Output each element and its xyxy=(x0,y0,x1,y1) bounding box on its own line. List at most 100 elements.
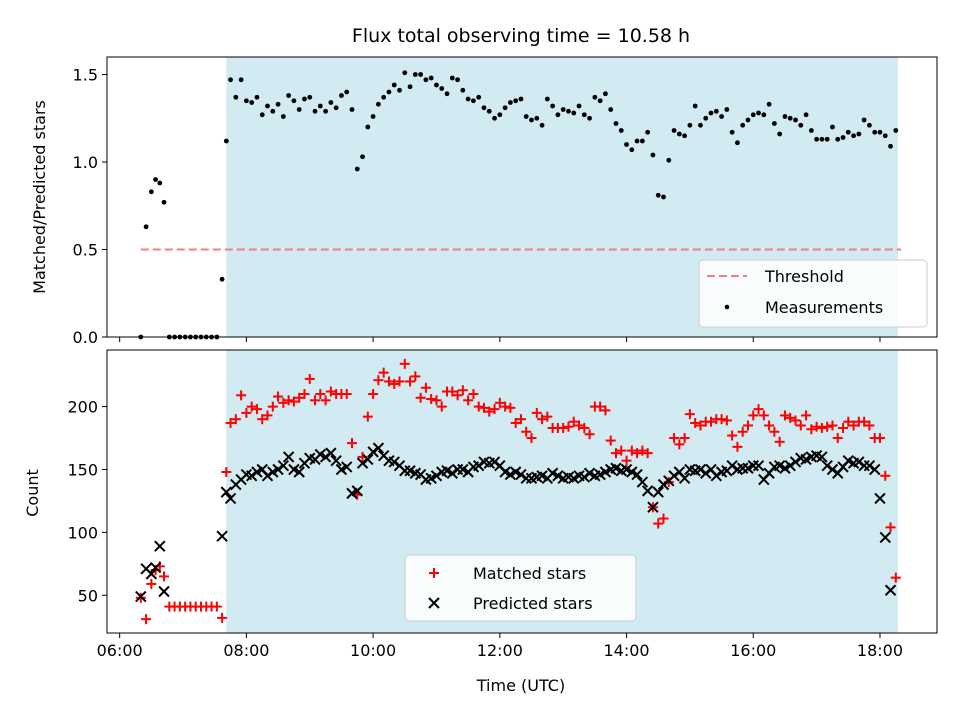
measurement-point xyxy=(877,129,883,135)
measurement-point xyxy=(507,100,513,105)
measurement-point xyxy=(581,112,587,118)
measurement-point xyxy=(434,82,439,88)
predicted-star-point xyxy=(367,446,379,458)
measurement-point xyxy=(544,96,550,102)
measurement-point xyxy=(608,107,614,112)
measurement-point xyxy=(576,103,582,109)
measurement-point xyxy=(328,100,334,105)
bottom-ytick-label: 100 xyxy=(67,523,98,542)
matched-star-point xyxy=(600,405,611,416)
measurement-point xyxy=(333,105,339,111)
matched-star-point xyxy=(515,414,526,425)
measurement-points xyxy=(138,70,899,340)
legend-predicted-swatch xyxy=(428,597,440,609)
legend-measurements-label: Measurements xyxy=(765,298,883,317)
matched-star-point xyxy=(368,389,379,400)
matched-star-point xyxy=(221,467,232,478)
measurement-point xyxy=(756,110,761,116)
matched-star-point xyxy=(273,391,284,402)
matched-star-point xyxy=(610,448,621,459)
measurement-point xyxy=(344,89,350,95)
measurement-point xyxy=(291,98,297,104)
measurement-point xyxy=(740,122,746,128)
legend-matched-label: Matched stars xyxy=(473,564,586,583)
measurement-point xyxy=(703,115,709,121)
measurement-point xyxy=(354,166,360,172)
measurement-point xyxy=(476,94,482,100)
measurement-point xyxy=(824,136,830,142)
matched-star-point xyxy=(320,395,331,406)
measurement-point xyxy=(893,128,899,133)
bottom-legend: Matched stars Predicted stars xyxy=(404,554,637,622)
matched-star-point xyxy=(415,392,426,403)
measurement-point xyxy=(639,138,645,144)
matched-star-point xyxy=(420,382,431,393)
measurement-point xyxy=(793,117,798,123)
measurement-point xyxy=(872,129,878,135)
measurement-point xyxy=(518,96,524,102)
measurement-point xyxy=(428,75,434,81)
bottom-axes-frame xyxy=(106,349,938,634)
matched-star-point xyxy=(452,390,463,401)
measurement-point xyxy=(381,94,387,100)
measurement-point xyxy=(523,114,529,119)
predicted-star-point xyxy=(145,568,158,580)
predicted-star-point xyxy=(319,451,332,463)
predicted-star-point xyxy=(652,486,664,498)
matched-star-point xyxy=(267,401,278,412)
measurement-point xyxy=(228,77,233,83)
measurement-point xyxy=(867,122,872,128)
measurement-point xyxy=(819,136,825,142)
predicted-star-point xyxy=(277,460,290,472)
matched-star-point xyxy=(468,389,479,400)
measurement-point xyxy=(286,93,292,98)
matched-star-point xyxy=(262,410,273,421)
predicted-star-point xyxy=(446,467,459,479)
measurement-point xyxy=(492,115,497,121)
matched-star-point xyxy=(341,389,352,400)
predicted-star-point xyxy=(330,454,342,467)
chart-title: Flux total observing time = 10.58 h xyxy=(352,25,690,47)
matched-star-point xyxy=(431,395,442,406)
matched-star-point xyxy=(790,415,801,426)
matched-star-point xyxy=(389,378,400,389)
legend-threshold-label: Threshold xyxy=(764,267,844,286)
matched-star-point xyxy=(658,513,669,524)
matched-star-point xyxy=(727,430,738,441)
measurement-point xyxy=(143,224,149,230)
matched-star-point xyxy=(304,373,315,384)
matched-star-point xyxy=(874,433,885,444)
measurement-point xyxy=(761,112,767,118)
measurement-point xyxy=(814,136,820,142)
measurement-point xyxy=(708,110,714,116)
matched-star-point xyxy=(236,390,247,401)
matched-star-point xyxy=(832,433,843,444)
measurement-point xyxy=(830,124,835,130)
bottom-ytick-label: 150 xyxy=(67,460,98,479)
matched-star-point xyxy=(695,420,706,431)
matched-star-point xyxy=(257,414,268,425)
matched-star-point xyxy=(457,385,468,396)
predicted-star-point xyxy=(789,456,802,468)
matched-star-point xyxy=(690,417,701,428)
matched-star-point xyxy=(484,406,495,417)
matched-star-point xyxy=(288,396,299,407)
measurement-point xyxy=(534,115,540,121)
xtick-label: 14:00 xyxy=(603,641,649,660)
legend-matched-swatch xyxy=(429,568,439,578)
measurement-point xyxy=(597,98,603,104)
measurement-point xyxy=(157,180,163,186)
predicted-star-point xyxy=(636,476,649,488)
matched-star-point xyxy=(362,411,373,422)
measurement-point xyxy=(307,94,313,100)
matched-star-point xyxy=(531,407,542,418)
measurement-point xyxy=(671,128,677,133)
predicted-star-point xyxy=(325,447,337,459)
matched-star-point xyxy=(748,410,759,421)
measurement-point xyxy=(259,112,265,118)
matched-star-point xyxy=(217,612,228,623)
matched-star-point xyxy=(394,376,405,387)
measurement-point xyxy=(560,107,566,112)
matched-star-point xyxy=(159,571,170,582)
matched-star-point xyxy=(653,518,664,529)
